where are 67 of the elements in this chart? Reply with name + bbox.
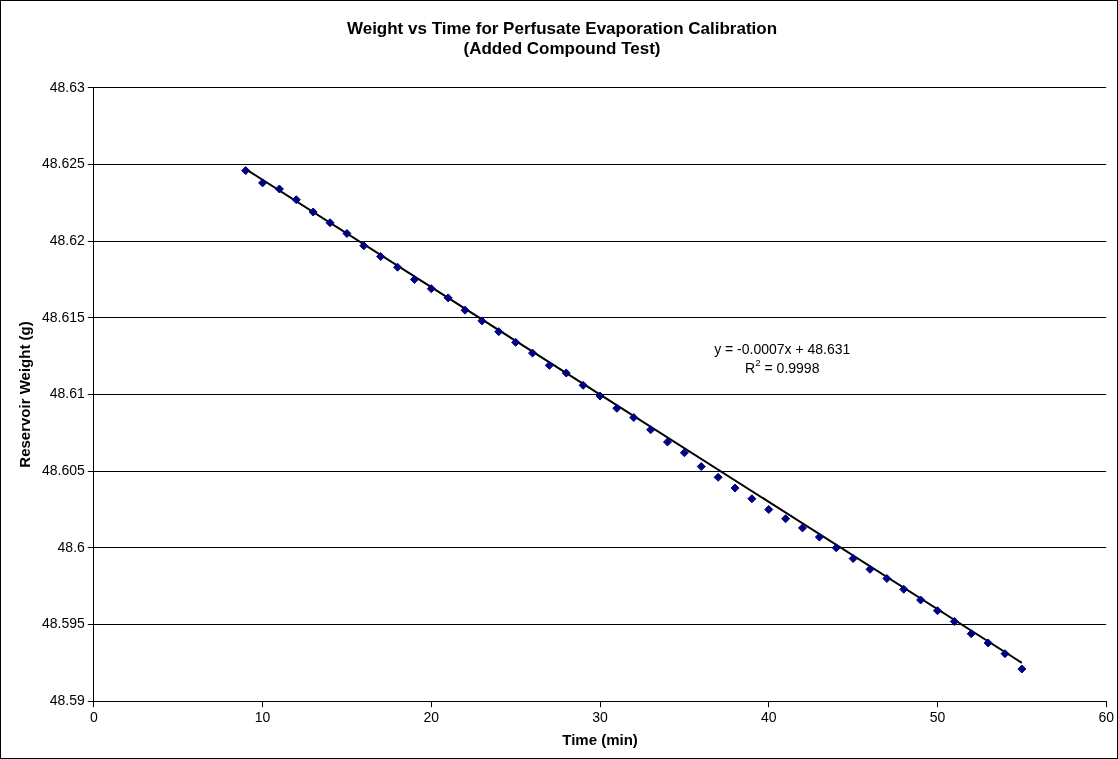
y-tick-label: 48.59 [49,692,86,709]
point [966,629,976,639]
point [528,348,538,358]
point [983,638,993,648]
point [359,241,369,251]
x-tick-label: 10 [254,709,271,726]
point [798,523,807,533]
y-tick-label: 48.615 [41,308,86,325]
x-tick-label: 30 [592,709,609,726]
chart-title: Weight vs Time for Perfusate Evaporation Calibration (Added Compound Test) [346,18,778,59]
x-axis-title: Time (min) [562,731,638,749]
point [646,425,656,435]
x-tick-label: 40 [760,709,777,726]
point [308,207,318,217]
point [865,564,875,574]
y-tick-label: 48.6 [57,538,86,555]
point [1000,649,1010,659]
y-tick-label: 48.595 [41,615,86,632]
y-tick-label: 48.63 [49,78,86,95]
point [679,448,689,458]
point [325,218,335,228]
point [814,532,824,542]
y-tick-label: 48.605 [41,462,86,479]
y-tick-label: 48.61 [49,385,86,402]
point [274,184,284,194]
point [882,574,892,584]
point [544,360,554,370]
point [848,554,858,564]
point [629,413,639,422]
point [916,595,926,605]
point [291,195,301,205]
point [764,505,774,515]
point [899,584,909,594]
point [595,391,605,401]
point [949,616,959,626]
point [747,494,757,504]
point [477,316,487,326]
point [460,305,470,315]
point [932,606,942,616]
point [1017,664,1027,674]
point [663,437,673,447]
x-tick-label: 0 [89,709,98,726]
point [494,327,504,337]
point [578,380,588,390]
x-tick-label: 20 [423,709,440,726]
annotation: y = -0.0007x + 48.631 [714,340,851,357]
point [730,483,740,493]
point [409,274,419,284]
y-tick-label: 48.62 [49,232,86,249]
point [443,293,453,303]
y-tick-label: 48.625 [41,155,86,172]
point [831,543,841,553]
point [713,472,723,482]
x-tick-label: 60 [1098,709,1115,726]
point [241,166,251,176]
point [511,337,521,347]
x-tick-label: 50 [929,709,946,726]
point [612,403,622,413]
point [781,514,791,524]
point [376,251,386,261]
point [561,368,571,378]
point [426,284,436,294]
point [393,262,403,272]
point [342,228,352,238]
point [696,462,706,472]
point [258,178,268,188]
y-axis-title: Reservoir Weight (g) [16,321,34,468]
